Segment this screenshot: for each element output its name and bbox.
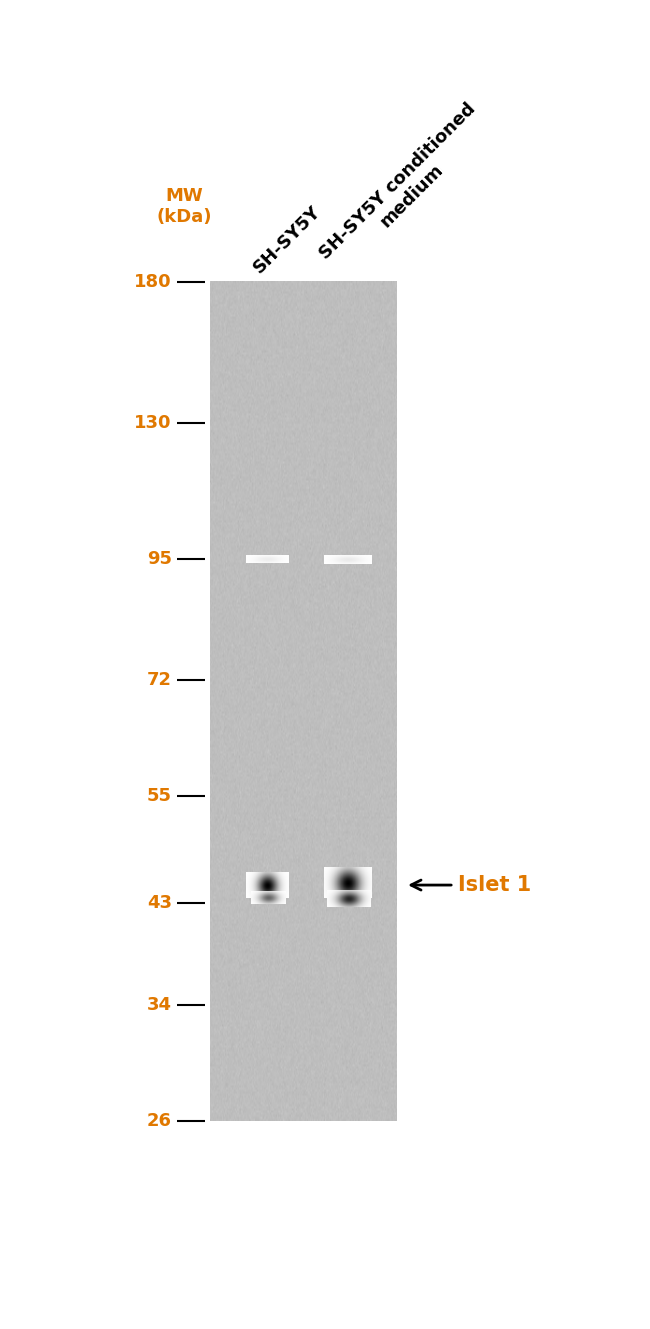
Text: 34: 34 [147,995,172,1014]
Text: SH-SY5Y conditioned
medium: SH-SY5Y conditioned medium [316,100,493,278]
Text: 130: 130 [135,415,172,432]
Text: 55: 55 [147,788,172,805]
Text: MW
(kDa): MW (kDa) [157,187,213,226]
Text: 180: 180 [135,274,172,291]
Text: 43: 43 [147,894,172,912]
Text: Islet 1: Islet 1 [458,874,531,894]
Text: 72: 72 [147,671,172,688]
Text: 26: 26 [147,1112,172,1131]
Text: SH-SY5Y: SH-SY5Y [250,203,324,278]
Text: 95: 95 [147,550,172,569]
